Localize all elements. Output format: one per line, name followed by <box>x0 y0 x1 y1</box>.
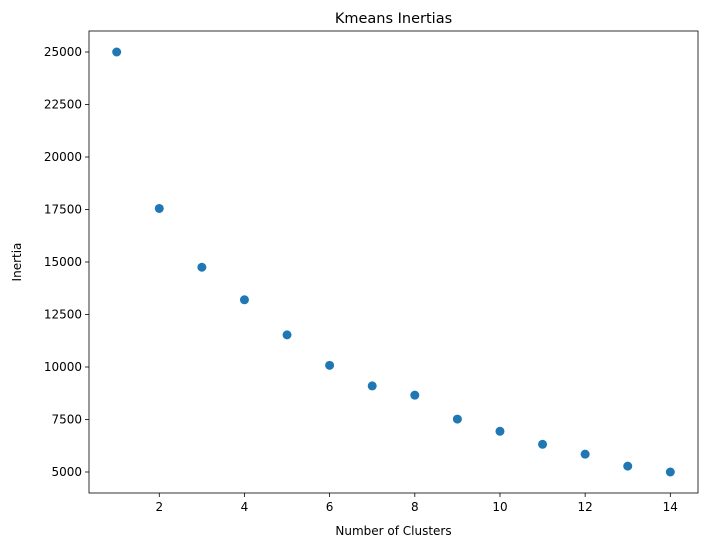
x-tick-label: 14 <box>663 500 678 514</box>
x-tick-label: 12 <box>578 500 593 514</box>
y-tick-label: 15000 <box>44 255 82 269</box>
y-tick-label: 17500 <box>44 203 82 217</box>
data-point <box>239 295 249 305</box>
data-point <box>154 203 164 213</box>
x-axis-ticks: 2 4 6 8 10 12 14 <box>155 493 678 514</box>
data-point <box>410 390 420 400</box>
data-point <box>580 449 590 459</box>
y-tick-label: 22500 <box>44 98 82 112</box>
data-point <box>282 330 292 340</box>
x-tick-label: 2 <box>155 500 163 514</box>
y-tick-label: 5000 <box>51 465 82 479</box>
y-tick-label: 25000 <box>44 45 82 59</box>
data-point <box>325 360 335 370</box>
data-point <box>665 467 675 477</box>
x-tick-label: 6 <box>326 500 334 514</box>
data-point <box>452 414 462 424</box>
data-point <box>112 47 122 57</box>
y-tick-label: 20000 <box>44 150 82 164</box>
data-point <box>538 439 548 449</box>
y-axis-label: Inertia <box>10 243 24 282</box>
x-axis-label: Number of Clusters <box>335 524 451 538</box>
x-tick-label: 10 <box>492 500 507 514</box>
plot-frame <box>88 30 699 494</box>
data-point <box>623 461 633 471</box>
y-tick-label: 12500 <box>44 308 82 322</box>
x-tick-label: 4 <box>241 500 249 514</box>
chart-title: Kmeans Inertias <box>335 11 452 27</box>
y-axis-ticks: 5000 7500 10000 12500 15000 17500 20000 22500 25… <box>44 45 89 479</box>
data-point <box>197 262 207 272</box>
x-tick-label: 8 <box>411 500 419 514</box>
y-tick-label: 7500 <box>51 413 82 427</box>
data-point <box>495 426 505 436</box>
data-point <box>367 381 377 391</box>
y-tick-label: 10000 <box>44 360 82 374</box>
data-points <box>112 47 675 477</box>
